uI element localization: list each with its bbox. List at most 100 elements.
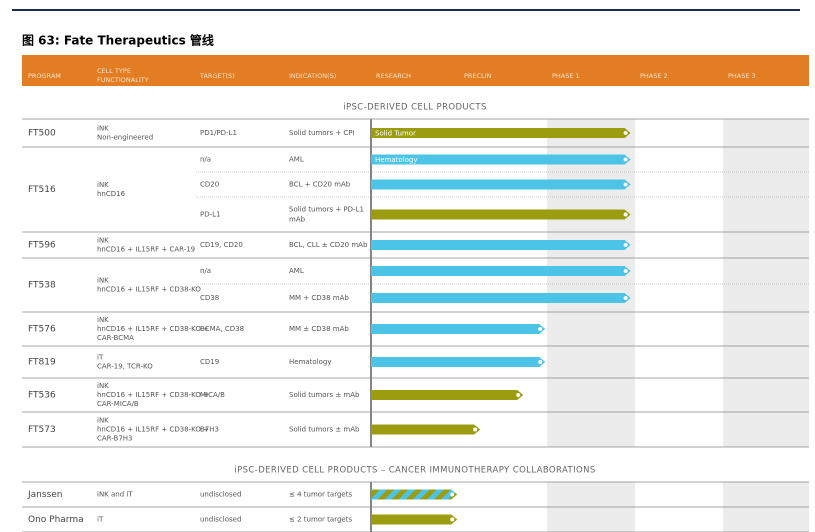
bar-end-dot xyxy=(623,212,628,217)
indication: MM ± CD38 mAb xyxy=(289,325,349,333)
indication: ≤ 2 tumor targets xyxy=(289,516,352,524)
cell-detail: hnCD16 + IL15RF + CD38-KO + xyxy=(97,426,209,434)
column-header: PHASE 1 xyxy=(552,72,580,80)
target: PD-L1 xyxy=(200,211,221,219)
indication: MM + CD38 mAb xyxy=(289,294,349,302)
phase-column xyxy=(723,119,809,447)
figure-title: 图 63: Fate Therapeutics 管线 xyxy=(22,33,214,48)
progress-bar xyxy=(371,357,546,367)
program-name: Ono Pharma xyxy=(28,515,84,525)
target: B7H3 xyxy=(200,426,219,434)
bar-end-dot xyxy=(623,131,628,135)
cell-type: iNK xyxy=(97,237,109,245)
target: CD19 xyxy=(200,358,219,366)
column-header: PROGRAM xyxy=(28,72,61,80)
bar-label: Solid Tumor xyxy=(375,130,416,138)
progress-bar xyxy=(371,154,631,165)
program-name: FT573 xyxy=(28,425,56,435)
bar-end-dot xyxy=(450,492,455,497)
bar-end-dot xyxy=(516,393,521,397)
bar-end-dot xyxy=(623,243,628,247)
progress-bar xyxy=(371,514,458,525)
bar-end-dot xyxy=(538,360,543,364)
cell-type: iNK xyxy=(97,277,109,285)
cell-type: iNK xyxy=(97,316,109,324)
target: CD20 xyxy=(200,181,219,189)
indication: Solid tumors ± mAb xyxy=(289,426,360,434)
target: undisclosed xyxy=(200,516,241,524)
target: PD1/PD-L1 xyxy=(200,129,237,137)
progress-bar xyxy=(371,390,524,400)
program-name: Janssen xyxy=(27,490,63,500)
indication: Hematology xyxy=(289,358,332,366)
progress-bar xyxy=(371,179,631,190)
progress-bar xyxy=(371,489,458,500)
target: n/a xyxy=(200,267,211,275)
bar-end-dot xyxy=(623,157,628,162)
indication: BCL + CD20 mAb xyxy=(289,181,351,189)
target: undisclosed xyxy=(200,491,241,499)
bar-label: Hematology xyxy=(375,156,418,164)
phase-column xyxy=(547,119,635,447)
bar-end-dot xyxy=(623,269,628,273)
bar-end-dot xyxy=(623,182,628,187)
indication: AML xyxy=(289,156,304,164)
target: CD38 xyxy=(200,294,219,302)
bar-end-dot xyxy=(473,427,478,432)
header-bar xyxy=(22,55,809,86)
cell-type: iNK xyxy=(97,125,109,133)
progress-bar xyxy=(371,128,631,138)
cell-type: iNK xyxy=(97,181,109,189)
indication: Solid tumors + PD-L1 xyxy=(289,206,364,214)
cell-type: iNK and iT xyxy=(97,491,133,499)
progress-bar xyxy=(371,324,546,334)
cell-detail: CAR-19, TCR-KO xyxy=(97,363,153,371)
progress-bar xyxy=(371,266,631,276)
cell-detail: hnCD16 xyxy=(97,190,126,198)
target: MICA/B xyxy=(200,391,225,399)
column-header: INDICATION(S) xyxy=(289,72,336,80)
indication: ≤ 4 tumor targets xyxy=(289,491,352,499)
target: n/a xyxy=(200,156,211,164)
program-name: FT576 xyxy=(28,325,56,335)
indication: mAb xyxy=(289,216,306,224)
progress-bar xyxy=(371,293,631,303)
cell-type: iNK xyxy=(97,382,109,390)
cell-detail: CAR-BCMA xyxy=(97,334,134,342)
cell-detail: CAR-B7H3 xyxy=(97,435,133,443)
column-header: FUNCTIONALITY xyxy=(97,76,149,84)
cell-type: iT xyxy=(97,516,104,524)
cell-type: iNK xyxy=(97,417,109,425)
bar-end-dot xyxy=(623,296,628,300)
indication: Solid tumors ± mAb xyxy=(289,391,360,399)
column-header: RESEARCH xyxy=(376,72,411,80)
cell-type: iT xyxy=(97,354,104,362)
program-name: FT516 xyxy=(28,185,56,195)
target: BCMA, CD38 xyxy=(200,325,244,333)
program-name: FT536 xyxy=(28,391,56,401)
program-name: FT538 xyxy=(28,281,56,291)
indication: Solid tumors + CPI xyxy=(289,129,355,137)
column-header: TARGET(S) xyxy=(199,72,235,80)
program-name: FT596 xyxy=(28,241,56,251)
cell-detail: CAR-MICA/B xyxy=(97,400,139,408)
cell-detail: Non-engineered xyxy=(97,134,153,142)
program-name: FT500 xyxy=(28,129,56,139)
bar-end-dot xyxy=(450,517,455,522)
target: CD19, CD20 xyxy=(200,241,243,249)
cell-detail: hnCD16 + IL15RF + CD38-KO xyxy=(97,286,201,294)
phase-column xyxy=(635,119,723,447)
program-name: FT819 xyxy=(28,358,56,368)
column-header: PHASE 2 xyxy=(640,72,668,80)
column-header: CELL TYPE xyxy=(97,67,131,75)
section-title: iPSC-DERIVED CELL PRODUCTS xyxy=(343,103,487,113)
cell-detail: hnCD16 + IL15RF + CAR-19 xyxy=(97,246,195,254)
cell-detail: hnCD16 + IL15RF + CD38-KO + xyxy=(97,391,209,399)
progress-bar xyxy=(371,424,481,435)
bar-end-dot xyxy=(538,327,543,331)
indication: AML xyxy=(289,267,304,275)
cell-detail: hnCD16 + IL15RF + CD38-KO + xyxy=(97,325,209,333)
column-header: PRECLIN xyxy=(464,72,492,80)
